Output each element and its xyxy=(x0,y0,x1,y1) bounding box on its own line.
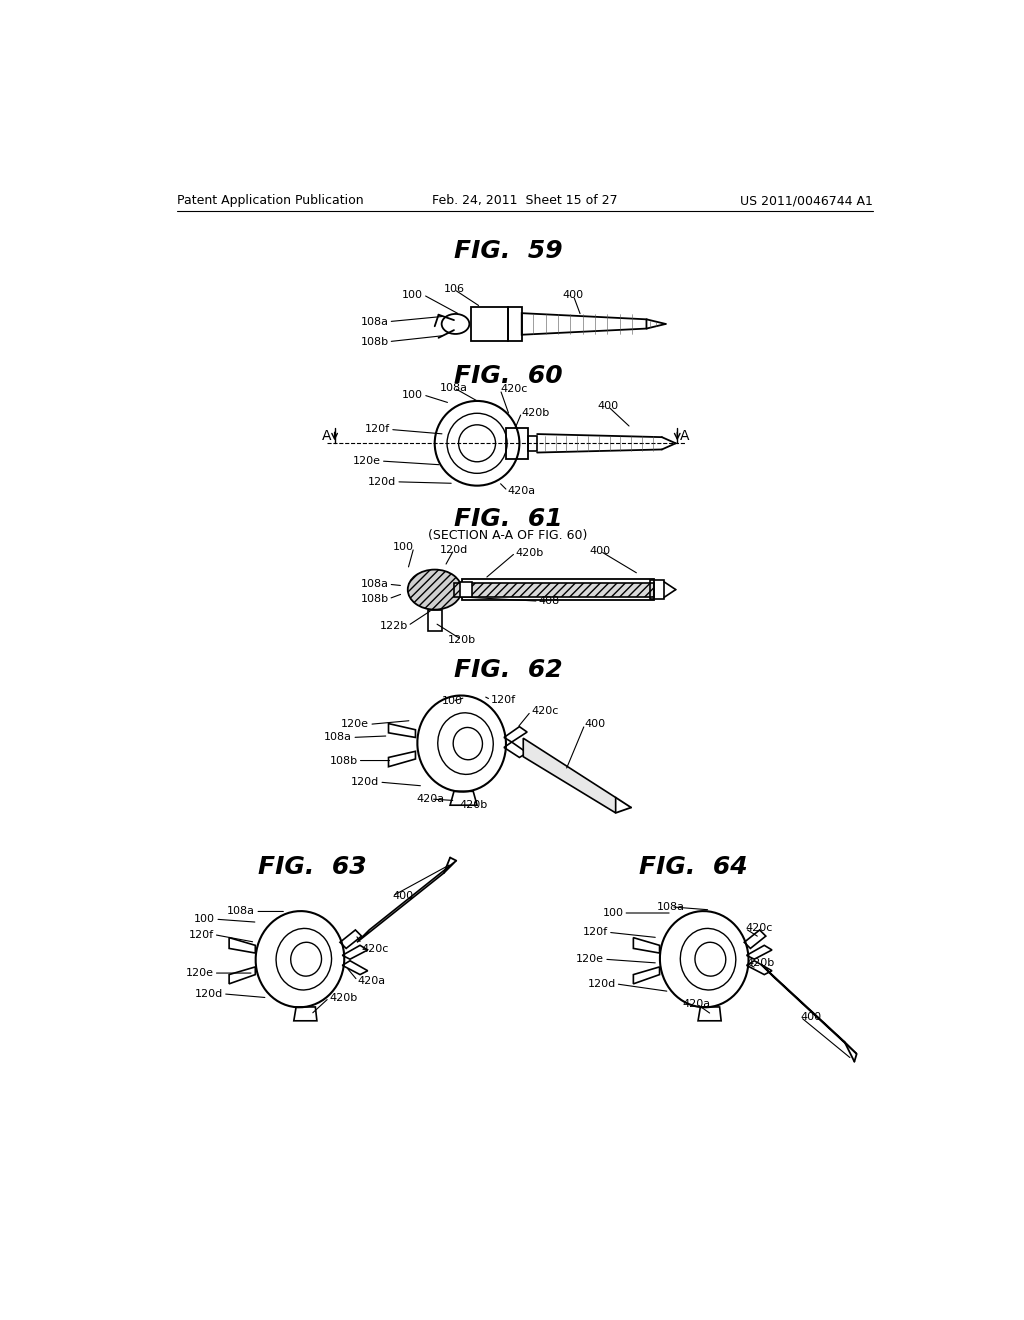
Text: 120f: 120f xyxy=(365,425,390,434)
Text: 400: 400 xyxy=(392,891,414,902)
Text: A: A xyxy=(680,429,690,442)
Text: 120d: 120d xyxy=(440,545,468,554)
Text: 420c: 420c xyxy=(361,944,389,954)
Text: 108a: 108a xyxy=(360,579,388,589)
Text: 122b: 122b xyxy=(380,620,408,631)
Text: Feb. 24, 2011  Sheet 15 of 27: Feb. 24, 2011 Sheet 15 of 27 xyxy=(432,194,617,207)
Text: FIG.  61: FIG. 61 xyxy=(454,507,562,531)
Text: 120f: 120f xyxy=(583,927,608,937)
Text: 420c: 420c xyxy=(531,706,558,717)
Polygon shape xyxy=(357,861,457,942)
Text: 100: 100 xyxy=(602,908,624,917)
Text: FIG.  64: FIG. 64 xyxy=(639,855,748,879)
Text: 420b: 420b xyxy=(746,958,775,968)
Text: 420a: 420a xyxy=(682,999,711,1008)
Text: 100: 100 xyxy=(402,289,423,300)
Polygon shape xyxy=(523,738,615,813)
Text: 420c: 420c xyxy=(500,384,527,395)
Text: FIG.  59: FIG. 59 xyxy=(454,239,562,263)
Polygon shape xyxy=(761,965,857,1053)
Text: FIG.  63: FIG. 63 xyxy=(258,855,367,879)
Text: 108a: 108a xyxy=(360,317,388,326)
Polygon shape xyxy=(460,582,472,598)
Text: 408: 408 xyxy=(539,597,560,606)
Text: 108b: 108b xyxy=(360,594,388,603)
Text: 420b: 420b xyxy=(515,548,544,557)
Text: Patent Application Publication: Patent Application Publication xyxy=(177,194,364,207)
Text: 106: 106 xyxy=(443,284,465,294)
Text: 108a: 108a xyxy=(325,733,352,742)
Text: 400: 400 xyxy=(597,401,618,412)
Text: 400: 400 xyxy=(590,546,611,556)
Text: 120d: 120d xyxy=(588,979,615,989)
Text: 120d: 120d xyxy=(195,989,223,999)
Text: 420b: 420b xyxy=(521,408,550,417)
Text: 120e: 120e xyxy=(341,719,370,730)
Text: 420a: 420a xyxy=(417,795,444,804)
Text: (SECTION A-A OF FIG. 60): (SECTION A-A OF FIG. 60) xyxy=(428,529,588,543)
Text: 120b: 120b xyxy=(447,635,476,644)
Text: 100: 100 xyxy=(442,696,463,706)
Text: 108b: 108b xyxy=(360,337,388,347)
Text: 120f: 120f xyxy=(188,929,214,940)
Text: 120d: 120d xyxy=(351,777,379,787)
Text: 108b: 108b xyxy=(330,755,357,766)
Text: 120e: 120e xyxy=(185,968,214,978)
Text: 420c: 420c xyxy=(745,924,772,933)
Ellipse shape xyxy=(408,570,462,610)
Text: 420b: 420b xyxy=(330,993,357,1003)
Text: 400: 400 xyxy=(563,290,584,301)
Text: 120e: 120e xyxy=(353,455,381,466)
Text: FIG.  62: FIG. 62 xyxy=(454,659,562,682)
Text: 100: 100 xyxy=(402,389,423,400)
Text: FIG.  60: FIG. 60 xyxy=(454,363,562,388)
Text: 108a: 108a xyxy=(657,902,685,912)
Text: 108a: 108a xyxy=(440,383,468,393)
Text: 120e: 120e xyxy=(577,954,604,964)
Text: 400: 400 xyxy=(801,1012,821,1022)
Text: 100: 100 xyxy=(393,543,414,552)
Text: 120f: 120f xyxy=(490,694,516,705)
Text: US 2011/0046744 A1: US 2011/0046744 A1 xyxy=(740,194,872,207)
Text: 100: 100 xyxy=(195,915,215,924)
Text: 420a: 420a xyxy=(508,486,536,496)
Polygon shape xyxy=(454,582,654,597)
Text: 420a: 420a xyxy=(357,975,386,986)
Text: 120d: 120d xyxy=(368,477,396,487)
Text: 420b: 420b xyxy=(459,800,487,810)
Text: 400: 400 xyxy=(585,719,606,730)
Text: 108a: 108a xyxy=(227,907,255,916)
Text: A: A xyxy=(323,429,332,442)
